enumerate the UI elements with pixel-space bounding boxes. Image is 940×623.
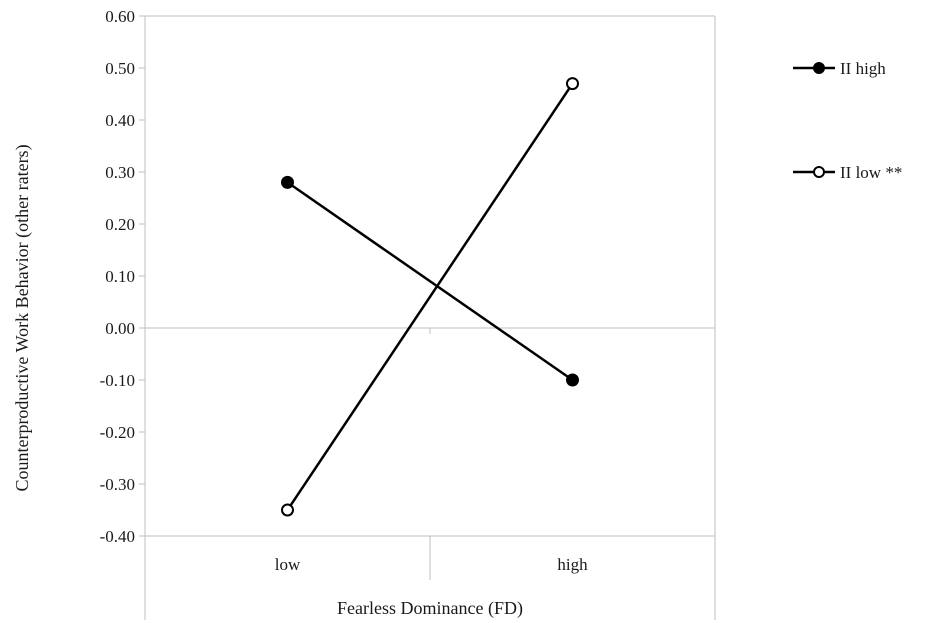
legend-item: II low **: [793, 163, 902, 182]
y-tick-label: 0.60: [105, 7, 135, 26]
x-axis-ticks: low high: [275, 555, 588, 574]
y-tick-label: 0.10: [105, 267, 135, 286]
series-line: [286, 82, 574, 511]
axes: [144, 15, 716, 620]
series-line: [286, 181, 574, 382]
legend-label: II low **: [840, 163, 902, 182]
y-tick-label: -0.40: [100, 527, 135, 546]
data-point: [566, 373, 579, 387]
y-axis-title: Counterproductive Work Behavior (other r…: [12, 144, 33, 491]
y-tick-label: 0.50: [105, 59, 135, 78]
y-tick-label: 0.00: [105, 319, 135, 338]
series-ii-high: [281, 175, 579, 387]
x-tick-label: low: [275, 555, 301, 574]
y-tick-label: 0.40: [105, 111, 135, 130]
series-layer: [281, 77, 579, 517]
legend: II high II low **: [793, 59, 902, 182]
y-tick-label: -0.20: [100, 423, 135, 442]
legend-marker: [813, 166, 825, 178]
y-tick-label: 0.20: [105, 215, 135, 234]
y-tick-label: -0.10: [100, 371, 135, 390]
data-point: [281, 175, 294, 189]
y-tick-label: -0.30: [100, 475, 135, 494]
series-ii-low: [281, 77, 579, 517]
y-axis-ticks: 0.60 0.50 0.40 0.30 0.20 0.10 0.00 -0.10 -0.20 -0…: [100, 7, 145, 546]
legend-item: II high: [793, 59, 886, 78]
data-point: [566, 77, 579, 91]
data-point: [281, 503, 294, 517]
x-axis-title: Fearless Dominance (FD): [337, 598, 523, 619]
y-tick-label: 0.30: [105, 163, 135, 182]
x-tick-label: high: [557, 555, 588, 574]
legend-label: II high: [840, 59, 886, 78]
legend-marker: [813, 62, 825, 74]
